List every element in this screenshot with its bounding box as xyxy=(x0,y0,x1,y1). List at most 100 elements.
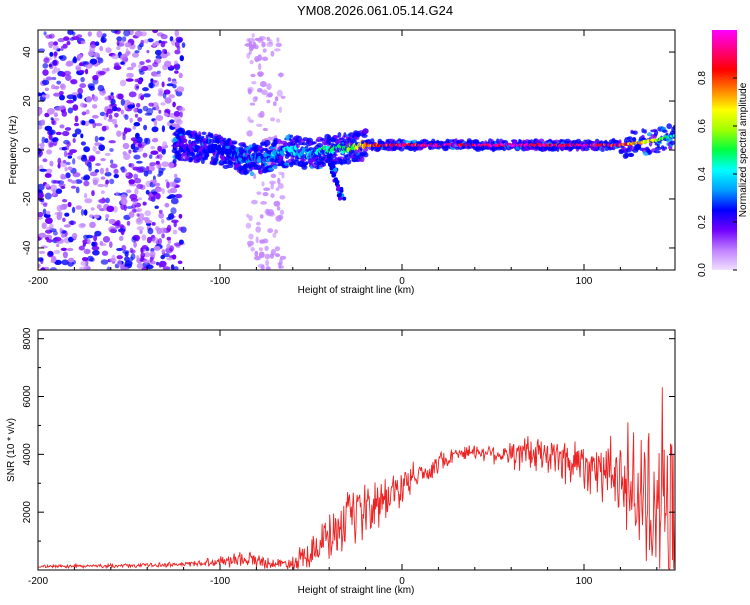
ridge-halo-blob xyxy=(335,187,340,192)
noise-blob xyxy=(100,158,106,162)
noise-blob xyxy=(158,238,163,245)
noise-blob xyxy=(150,146,156,150)
noise-blob xyxy=(173,173,178,179)
noise-blob xyxy=(53,249,61,254)
noise-blob xyxy=(72,158,76,165)
noise-blob xyxy=(160,102,166,106)
noise-blob xyxy=(249,102,256,106)
noise-blob xyxy=(44,87,50,92)
ridge-halo-blob xyxy=(230,161,235,165)
noise-blob xyxy=(46,210,51,215)
ridge-halo-blob xyxy=(305,161,309,166)
ridge-halo-blob xyxy=(215,138,221,144)
noise-blob xyxy=(128,91,137,98)
noise-blob xyxy=(247,240,254,246)
noise-blob xyxy=(107,118,114,123)
noise-blob xyxy=(173,266,179,270)
noise-blob xyxy=(67,152,74,156)
noise-blob xyxy=(141,65,149,72)
x-tick-label: 100 xyxy=(576,276,593,287)
ridge-halo-blob xyxy=(283,162,291,166)
noise-blob xyxy=(59,94,65,101)
noise-blob xyxy=(160,34,168,40)
noise-blob xyxy=(256,123,263,128)
noise-blob xyxy=(161,218,165,224)
noise-blob xyxy=(166,236,171,241)
noise-blob xyxy=(155,187,163,193)
ridge-halo-blob xyxy=(311,141,317,145)
ridge-halo-blob xyxy=(624,152,629,159)
noise-blob xyxy=(246,213,250,218)
noise-blob xyxy=(96,204,102,210)
noise-blob xyxy=(92,249,100,256)
ridge-halo-blob xyxy=(626,136,633,142)
noise-blob xyxy=(130,137,138,142)
ridge-halo-blob xyxy=(205,152,210,158)
noise-blob xyxy=(152,62,159,68)
noise-blob xyxy=(62,217,66,222)
noise-blob xyxy=(168,213,175,220)
noise-blob xyxy=(161,233,165,239)
noise-blob xyxy=(145,59,151,63)
ridge-halo-blob xyxy=(272,165,278,169)
ridge-halo-blob xyxy=(551,146,558,152)
noise-blob xyxy=(48,129,56,135)
noise-blob xyxy=(44,173,52,178)
noise-blob xyxy=(174,70,179,74)
noise-blob xyxy=(106,108,114,114)
noise-blob xyxy=(274,253,281,258)
ridge-halo-blob xyxy=(333,151,337,156)
noise-blob xyxy=(254,44,259,50)
noise-blob xyxy=(254,96,258,101)
noise-blob xyxy=(174,49,181,55)
ridge-core-blob xyxy=(203,143,207,148)
noise-blob xyxy=(134,83,140,91)
ridge-halo-blob xyxy=(518,139,523,143)
noise-blob xyxy=(76,93,83,99)
noise-blob xyxy=(143,39,149,44)
noise-blob xyxy=(161,188,165,195)
noise-blob xyxy=(119,54,128,61)
figure-title: YM08.2026.061.05.14.G24 xyxy=(297,3,453,18)
noise-blob xyxy=(153,119,158,127)
noise-blob xyxy=(41,222,47,229)
noise-blob xyxy=(143,137,149,144)
noise-blob xyxy=(133,107,138,113)
noise-blob xyxy=(99,167,105,175)
noise-blob xyxy=(80,156,88,162)
noise-blob xyxy=(148,154,153,160)
noise-blob xyxy=(267,228,274,234)
noise-blob xyxy=(74,128,82,135)
noise-blob xyxy=(79,40,86,45)
ridge-halo-blob xyxy=(653,150,661,154)
noise-blob xyxy=(132,125,136,130)
noise-blob xyxy=(251,33,255,38)
noise-blob xyxy=(164,144,169,149)
noise-blob xyxy=(155,55,163,60)
noise-blob xyxy=(266,36,271,42)
noise-blob xyxy=(171,80,178,85)
noise-blob xyxy=(64,145,70,151)
noise-blob xyxy=(85,68,89,75)
noise-blob xyxy=(95,41,100,46)
noise-blob xyxy=(91,104,98,109)
noise-blob xyxy=(114,112,119,118)
noise-blob xyxy=(126,66,134,71)
noise-blob xyxy=(88,119,95,124)
noise-blob xyxy=(171,123,179,128)
noise-blob xyxy=(91,95,99,102)
noise-blob xyxy=(136,255,140,261)
noise-blob xyxy=(154,182,161,187)
noise-blob xyxy=(155,160,160,165)
noise-blob xyxy=(45,237,50,241)
noise-blob xyxy=(44,93,50,99)
noise-blob xyxy=(94,135,99,143)
noise-blob xyxy=(257,71,264,77)
noise-blob xyxy=(88,50,94,57)
noise-blob xyxy=(259,239,265,244)
noise-blob xyxy=(155,58,162,64)
noise-blob xyxy=(104,152,111,156)
noise-blob xyxy=(89,44,97,49)
y-tick-label: 2000 xyxy=(22,501,33,524)
